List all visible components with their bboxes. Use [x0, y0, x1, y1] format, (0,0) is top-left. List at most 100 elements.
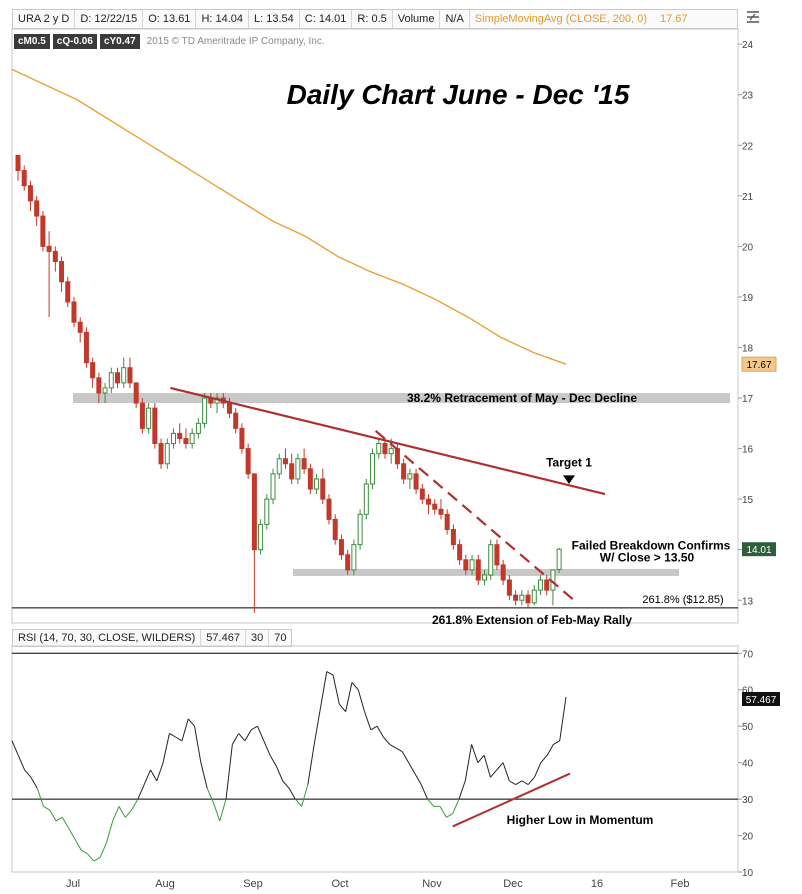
candle-body — [239, 427, 245, 450]
month-change-badge: cM0.5 — [14, 34, 50, 49]
rsi-line-segment — [540, 755, 548, 763]
candle-body — [52, 250, 58, 263]
candle-body — [519, 594, 525, 601]
rsi-line-segment — [553, 740, 560, 745]
rsi-line-segment — [326, 671, 334, 676]
rsi-tick-label: 50 — [742, 722, 754, 733]
rsi-line-segment — [275, 766, 284, 782]
rsi-line-segment — [534, 762, 542, 778]
rsi-line-segment — [288, 787, 296, 800]
rsi-line-segment — [452, 798, 460, 814]
x-tick-label: Feb — [671, 878, 690, 890]
date-label: D: 12/22/15 — [75, 10, 144, 28]
candle-body — [345, 554, 351, 571]
candle-body — [27, 185, 33, 202]
rsi-line-segment — [471, 744, 479, 763]
rsi-line-segment — [313, 707, 321, 745]
candle-body — [152, 407, 158, 445]
candle-body — [202, 397, 208, 424]
chart-title: Daily Chart June - Dec '15 — [287, 79, 630, 110]
rsi-upper: 70 — [274, 632, 287, 644]
dashed-trendline — [374, 430, 578, 604]
high-label: H: 14.04 — [196, 10, 250, 28]
price-tick-label: 13 — [742, 596, 754, 607]
range-label: R: 0.5 — [352, 10, 393, 28]
candle-body — [21, 170, 27, 187]
rsi-line-segment — [250, 725, 258, 731]
price-tick-label: 20 — [742, 242, 754, 253]
candle-body — [177, 432, 183, 439]
low-label: L: 13.54 — [249, 10, 300, 28]
rsi-line-segment — [401, 751, 410, 763]
rsi-line-segment — [68, 828, 76, 840]
rsi-lower: 30 — [246, 630, 270, 646]
rsi-line-segment — [105, 820, 114, 843]
candle-body — [407, 473, 413, 480]
candle-body — [40, 215, 46, 247]
candle-body — [457, 544, 463, 561]
rsi-line-segment — [351, 682, 359, 691]
price-tick-label: 16 — [742, 445, 754, 456]
rsi-tick-label: 30 — [742, 795, 754, 806]
rsi-line-segment — [80, 849, 88, 855]
rsi-line-segment — [509, 780, 516, 785]
candle-body — [506, 579, 512, 596]
settings-icon[interactable] — [744, 9, 762, 27]
candle-body — [363, 483, 369, 515]
rsi-line-segment — [11, 740, 19, 756]
rsi-line-segment — [219, 798, 227, 822]
rsi-line-segment — [231, 733, 240, 745]
rsi-line-segment — [332, 675, 340, 705]
target-label: Target 1 — [546, 455, 592, 469]
candle-body — [463, 559, 469, 571]
rsi-line-segment — [458, 780, 466, 800]
candle-body — [482, 574, 487, 581]
rsi-line-segment — [427, 798, 435, 807]
candle-body — [270, 473, 276, 500]
candle-body — [133, 382, 139, 404]
rsi-line-segment — [263, 740, 271, 756]
rsi-line-segment — [357, 689, 366, 712]
volume-label[interactable]: Volume — [393, 10, 441, 28]
rsi-label[interactable]: RSI (14, 70, 30, CLOSE, WILDERS) — [13, 630, 202, 646]
rsi-line-segment — [383, 736, 391, 745]
candle-body — [276, 458, 282, 475]
rsi-value: 57.467 — [201, 630, 246, 646]
candle-body — [251, 473, 257, 551]
candle-body — [426, 498, 432, 505]
candle-body — [171, 432, 176, 445]
candle-body — [488, 544, 494, 576]
candle-body — [413, 473, 419, 490]
rsi-line-segment — [414, 773, 422, 785]
target-arrow-icon — [563, 475, 575, 484]
rsi-line-segment — [502, 762, 510, 782]
price-tick-label: 15 — [742, 495, 754, 506]
symbol-label[interactable]: URA 2 y D — [13, 10, 76, 28]
last-price-tag-label: 14.01 — [746, 545, 771, 556]
rsi-tick-label: 10 — [742, 868, 754, 879]
sma-label[interactable]: SimpleMovingAvg (CLOSE, 200, 0) — [474, 13, 648, 25]
candle-body — [164, 443, 170, 465]
rsi-line-segment — [118, 806, 126, 818]
candle-body — [195, 422, 201, 434]
candle-body — [282, 458, 288, 465]
resistance-trendline — [170, 386, 606, 496]
candle-body — [233, 412, 239, 429]
rsi-higher-low-trendline — [452, 772, 571, 828]
rsi-line-segment — [99, 842, 107, 858]
rsi-tick-label: 20 — [742, 832, 754, 843]
candle-body — [146, 407, 152, 429]
extension-value-label: 261.8% ($12.85) — [642, 594, 723, 606]
rsi-annotation-label: Higher Low in Momentum — [507, 813, 654, 827]
rsi-line-segment — [301, 784, 309, 807]
rsi-line-segment — [131, 798, 139, 811]
candle-body — [401, 463, 407, 480]
rsi-line-segment — [244, 729, 252, 742]
candle-body — [556, 548, 562, 570]
candle-body — [475, 559, 481, 581]
candle-body — [513, 594, 519, 601]
rsi-line-segment — [521, 780, 529, 785]
retracement-band — [73, 393, 730, 404]
rsi-line-segment — [206, 787, 214, 803]
